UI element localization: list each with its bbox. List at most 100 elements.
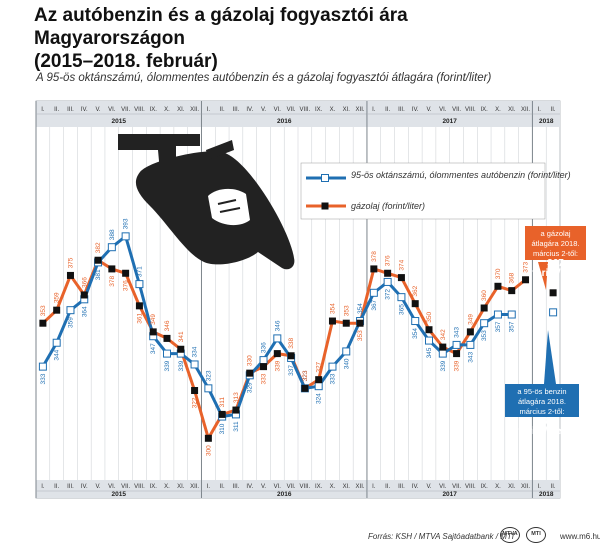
diesel-value-label: 353 [343,305,350,316]
diesel-value-label: 374 [398,259,405,270]
top-month-tick: VII. [287,107,296,113]
diesel-marker [439,343,447,351]
petrol-marker [342,347,351,356]
diesel-marker [287,352,295,360]
bottom-month-tick: III. [398,484,405,490]
diesel-value-label: 338 [288,338,295,349]
diesel-value-label: 382 [95,242,102,253]
petrol-value-label: 357 [509,321,516,332]
chart-title: Az autóbenzin és a gázolaj fogyasztói ár… [34,4,554,73]
top-month-tick: XII. [521,107,530,113]
top-month-tick: I. [207,107,211,113]
top-year-label: 2017 [442,118,457,125]
diesel-value-label: 366 [81,277,88,288]
diesel-marker [370,265,378,273]
bottom-year-label: 2015 [112,491,127,498]
top-month-tick: V. [261,107,266,113]
diesel-value-label: 375 [67,257,74,268]
bottom-month-tick: VI. [439,484,447,490]
bottom-month-tick: IV. [412,484,419,490]
diesel-note-pointer [538,262,548,290]
petrol-marker [121,232,130,241]
top-month-tick: VI. [439,107,447,113]
title-line-2: (2015–2018. február) [34,51,218,72]
petrol-marker [452,340,461,349]
bottom-month-tick: XII. [190,484,199,490]
diesel-value-label: 323 [302,370,309,381]
diesel-value-label: 354 [329,303,336,314]
mtva-logo: MTVA [500,527,520,543]
bottom-year-label: 2018 [539,491,554,498]
diesel-marker [508,287,516,295]
bottom-month-tick: IX. [150,484,158,490]
top-month-tick: IV. [412,107,419,113]
diesel-value-label: 353 [40,305,47,316]
petrol-note-pointer [544,330,556,384]
bottom-month-tick: IV. [246,484,253,490]
series-markers [38,232,558,442]
diesel-marker [218,410,226,418]
diesel-value-label: 378 [371,251,378,262]
legend-marker-diesel [321,202,329,210]
petrol-value-label: 311 [233,421,240,432]
bottom-month-tick: IX. [480,484,488,490]
bottom-month-tick: VIII. [134,484,145,490]
diesel-marker [411,300,419,308]
bottom-month-tick: XII. [356,484,365,490]
diesel-marker [232,406,240,414]
top-month-tick: IV. [246,107,253,113]
petrol-value-label: 359 [67,317,74,328]
petrol-value-label: 323 [205,370,212,381]
top-month-tick: II. [385,107,390,113]
top-month-tick: II. [551,107,556,113]
diesel-marker [522,276,530,284]
diesel-value-label: 300 [205,445,212,456]
petrol-value-label: 353 [481,330,488,341]
petrol-value-label: 346 [274,320,281,331]
diesel-value-label: 333 [261,373,268,384]
diesel-value-label: 349 [150,314,157,325]
bottom-month-tick: XI. [508,484,516,490]
bottom-month-tick: VI. [274,484,282,490]
bottom-month-tick: X. [495,484,501,490]
petrol-value-label: 372 [385,289,392,300]
diesel-marker [53,306,61,314]
bottom-month-tick: X. [164,484,170,490]
bottom-month-tick: IX. [315,484,323,490]
petrol-value-label: 354 [412,328,419,339]
top-month-tick: VII. [452,107,461,113]
petrol-value-label: 344 [54,349,61,360]
diesel-marker [356,319,364,327]
diesel-marker [328,317,336,325]
petrol-marker [493,310,502,319]
diesel-marker [94,256,102,264]
top-month-tick: XII. [190,107,199,113]
diesel-value-label: 359 [54,292,61,303]
diesel-marker [149,328,157,336]
diesel-value-label: 362 [412,285,419,296]
diesel-marker [204,434,212,442]
petrol-marker [438,349,447,358]
diesel-marker [122,269,130,277]
top-month-tick: XII. [356,107,365,113]
diesel-marker [66,271,74,279]
bottom-month-tick: V. [95,484,100,490]
top-month-tick: VII. [121,107,130,113]
top-month-tick: I. [41,107,45,113]
bottom-month-tick: III. [233,484,240,490]
diesel-value-label: 313 [233,392,240,403]
petrol-value-label: 333 [329,373,336,384]
petrol-value-label: 340 [343,358,350,369]
bottom-year-label: 2017 [442,491,457,498]
chart-subtitle: A 95-ös oktánszámú, ólommentes autóbenzi… [36,72,492,84]
bottom-month-tick: V. [261,484,266,490]
diesel-value-label: 327 [316,361,323,372]
diesel-marker [342,319,350,327]
diesel-value-label: 346 [164,320,171,331]
petrol-value-label: 381 [95,269,102,280]
petrol-value-label: 365 [398,304,405,315]
diesel-marker [191,387,199,395]
petrol-marker [411,317,420,326]
site-url: www.m6.hu [560,532,600,541]
top-month-tick: VIII. [465,107,476,113]
